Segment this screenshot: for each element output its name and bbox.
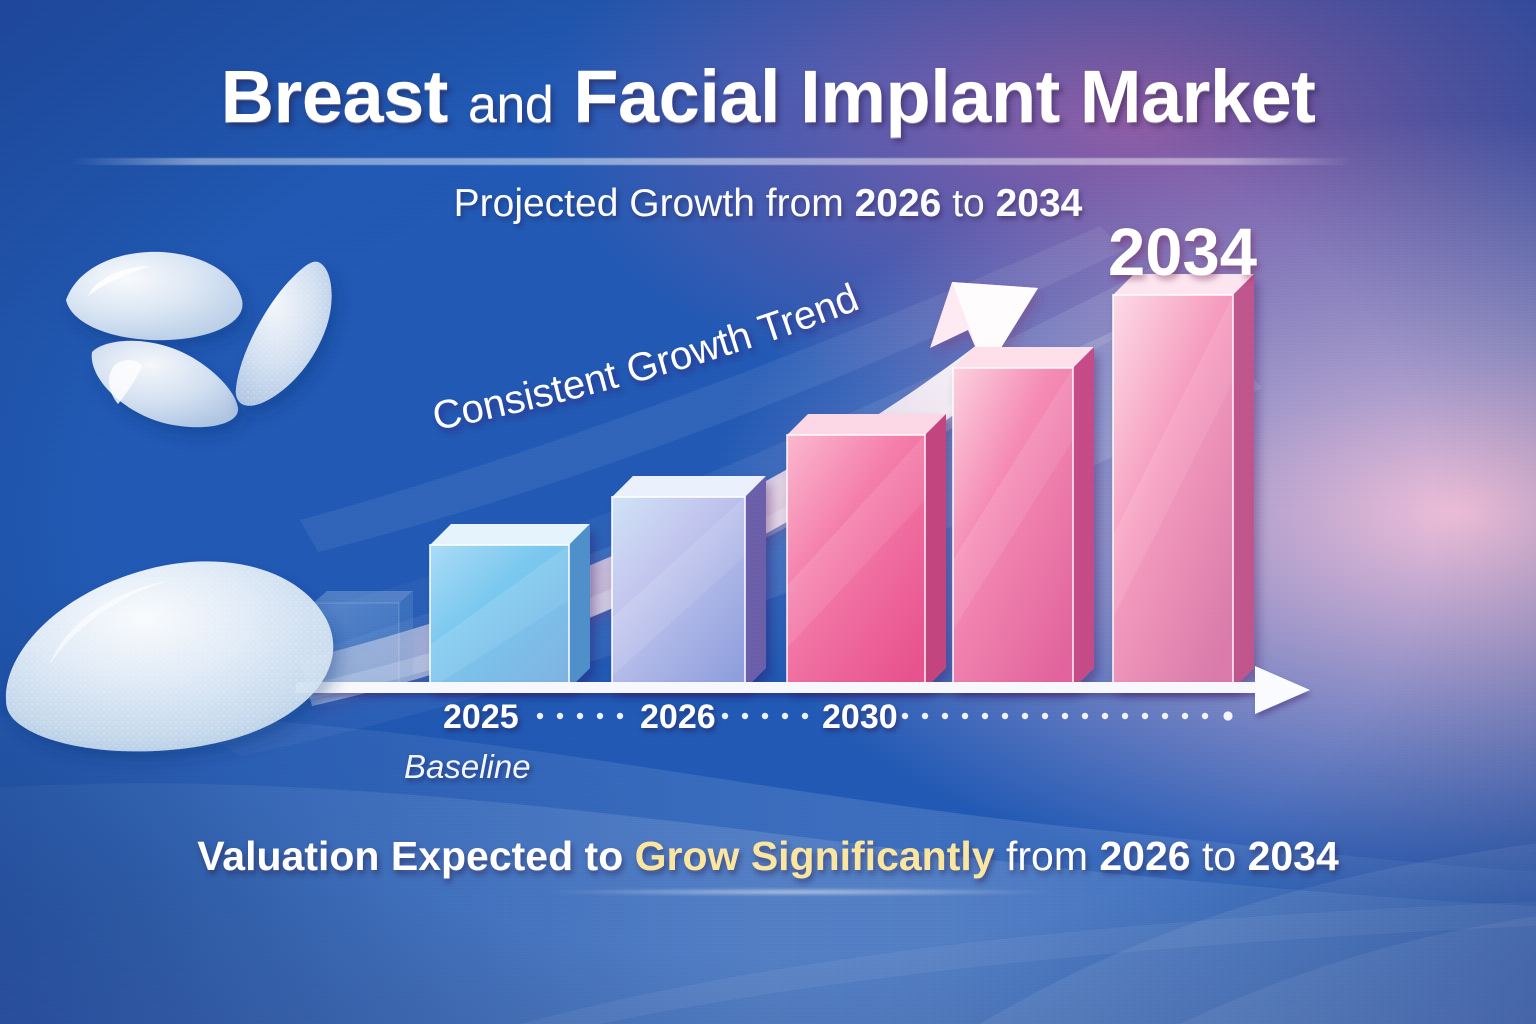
axis-tick-2026: 2026 — [640, 698, 716, 736]
subtitle-year-start: 2026 — [854, 182, 942, 225]
caption-year-end: 2034 — [1247, 833, 1339, 879]
subtitle-year-end: 2034 — [995, 182, 1083, 225]
facial-implant-2 — [91, 340, 239, 428]
facial-implant-1 — [66, 251, 243, 341]
page-title: Breast and Facial Implant Market — [0, 54, 1536, 139]
subtitle-mid: to — [941, 182, 996, 225]
breast-implant-large — [5, 561, 334, 752]
bar-4 — [952, 347, 1094, 690]
page-caption: Valuation Expected to Grow Significantly… — [0, 833, 1536, 880]
subtitle-prefix: Projected Growth from — [453, 182, 855, 225]
caption-part-2: from — [994, 833, 1100, 879]
axis-arrow-icon — [1255, 666, 1310, 714]
caption-part-3: to — [1190, 833, 1248, 879]
page-subtitle: Projected Growth from 2026 to 2034 — [0, 182, 1536, 226]
bar-3 — [786, 414, 946, 690]
baseline-note: Baseline — [404, 748, 531, 785]
caption-part-1: Valuation Expected to — [197, 833, 635, 879]
caption-underline — [540, 888, 1060, 896]
title-part-1: Breast — [220, 55, 449, 138]
bar-1 — [429, 524, 590, 690]
axis-tick-2030: 2030 — [822, 698, 898, 736]
title-part-2: Facial Implant Market — [573, 55, 1316, 138]
caption-year-start: 2026 — [1099, 833, 1191, 879]
facial-implant-3 — [235, 261, 332, 406]
final-year-label: 2034 — [1108, 215, 1258, 290]
bar-2 — [611, 476, 766, 690]
bar-5 — [1112, 274, 1254, 690]
title-part-and: and — [468, 76, 554, 134]
timeline-dots — [536, 711, 1233, 721]
title-divider — [70, 158, 1355, 165]
caption-highlight: Grow Significantly — [634, 833, 995, 879]
axis-tick-2025: 2025 — [443, 698, 519, 736]
